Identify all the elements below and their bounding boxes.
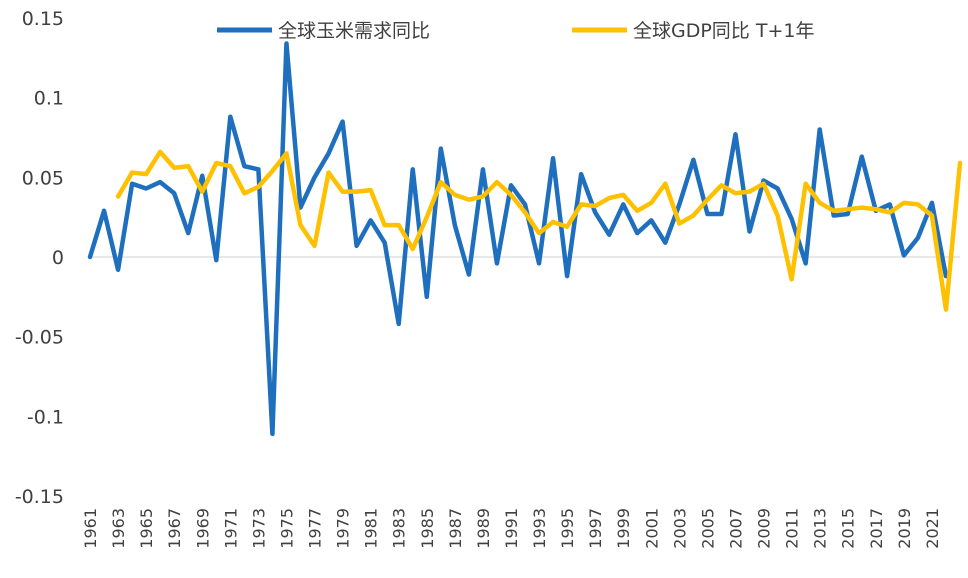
x-tick-label: 1971 — [221, 508, 240, 549]
legend-label-corn-demand: 全球玉米需求同比 — [278, 20, 430, 42]
series-line-gdp — [115, 149, 963, 312]
x-tick-label: 1987 — [446, 508, 465, 549]
x-tick-label: 1979 — [334, 508, 353, 549]
x-tick-label: 1989 — [474, 508, 493, 549]
x-tick-label: 2011 — [783, 508, 802, 549]
y-tick-label: 0.05 — [22, 167, 64, 189]
series-line-corn-demand — [87, 41, 949, 437]
x-tick-label: 2007 — [726, 508, 745, 549]
x-tick-label: 1973 — [249, 508, 268, 549]
y-tick-label: -0.05 — [15, 327, 64, 349]
y-tick-label: 0 — [52, 247, 64, 269]
x-tick-label: 1999 — [614, 508, 633, 549]
x-tick-label: 1969 — [193, 508, 212, 549]
y-axis: 0.15 0.1 0.05 0 -0.05 -0.1 -0.15 — [15, 8, 64, 508]
x-tick-label: 2017 — [867, 508, 886, 549]
x-tick-label: 1965 — [137, 508, 156, 549]
x-tick-label: 2019 — [895, 508, 914, 549]
x-tick-label: 1975 — [277, 508, 296, 549]
series-layer — [87, 41, 963, 437]
x-tick-label: 1981 — [362, 508, 381, 549]
plot-area — [87, 41, 963, 437]
y-tick-label: -0.1 — [27, 406, 64, 428]
legend-label-gdp: 全球GDP同比 T+1年 — [633, 20, 814, 42]
x-tick-label: 1993 — [530, 508, 549, 549]
x-tick-label: 2013 — [811, 508, 830, 549]
x-tick-label: 1963 — [109, 508, 128, 549]
x-tick-label: 2009 — [755, 508, 774, 549]
x-tick-label: 1977 — [306, 508, 325, 549]
y-tick-label: 0.15 — [22, 8, 64, 30]
legend: 全球玉米需求同比 全球GDP同比 T+1年 — [217, 20, 814, 42]
x-tick-label: 1995 — [558, 508, 577, 549]
x-tick-label: 2021 — [923, 508, 942, 549]
x-tick-label: 1997 — [586, 508, 605, 549]
y-tick-label: -0.15 — [15, 486, 64, 508]
x-tick-label: 1985 — [418, 508, 437, 549]
x-tick-label: 2001 — [642, 508, 661, 549]
x-tick-label: 2005 — [698, 508, 717, 549]
x-tick-label: 1961 — [81, 508, 100, 549]
x-tick-label: 1983 — [390, 508, 409, 549]
x-tick-label: 2015 — [839, 508, 858, 549]
x-tick-label: 2003 — [670, 508, 689, 549]
x-tick-label: 1967 — [165, 508, 184, 549]
x-axis: 1961 1963 1965 1967 1969 1971 1973 1975 1977 1979… — [81, 508, 942, 549]
y-tick-label: 0.1 — [34, 88, 64, 110]
x-tick-label: 1991 — [502, 508, 521, 549]
